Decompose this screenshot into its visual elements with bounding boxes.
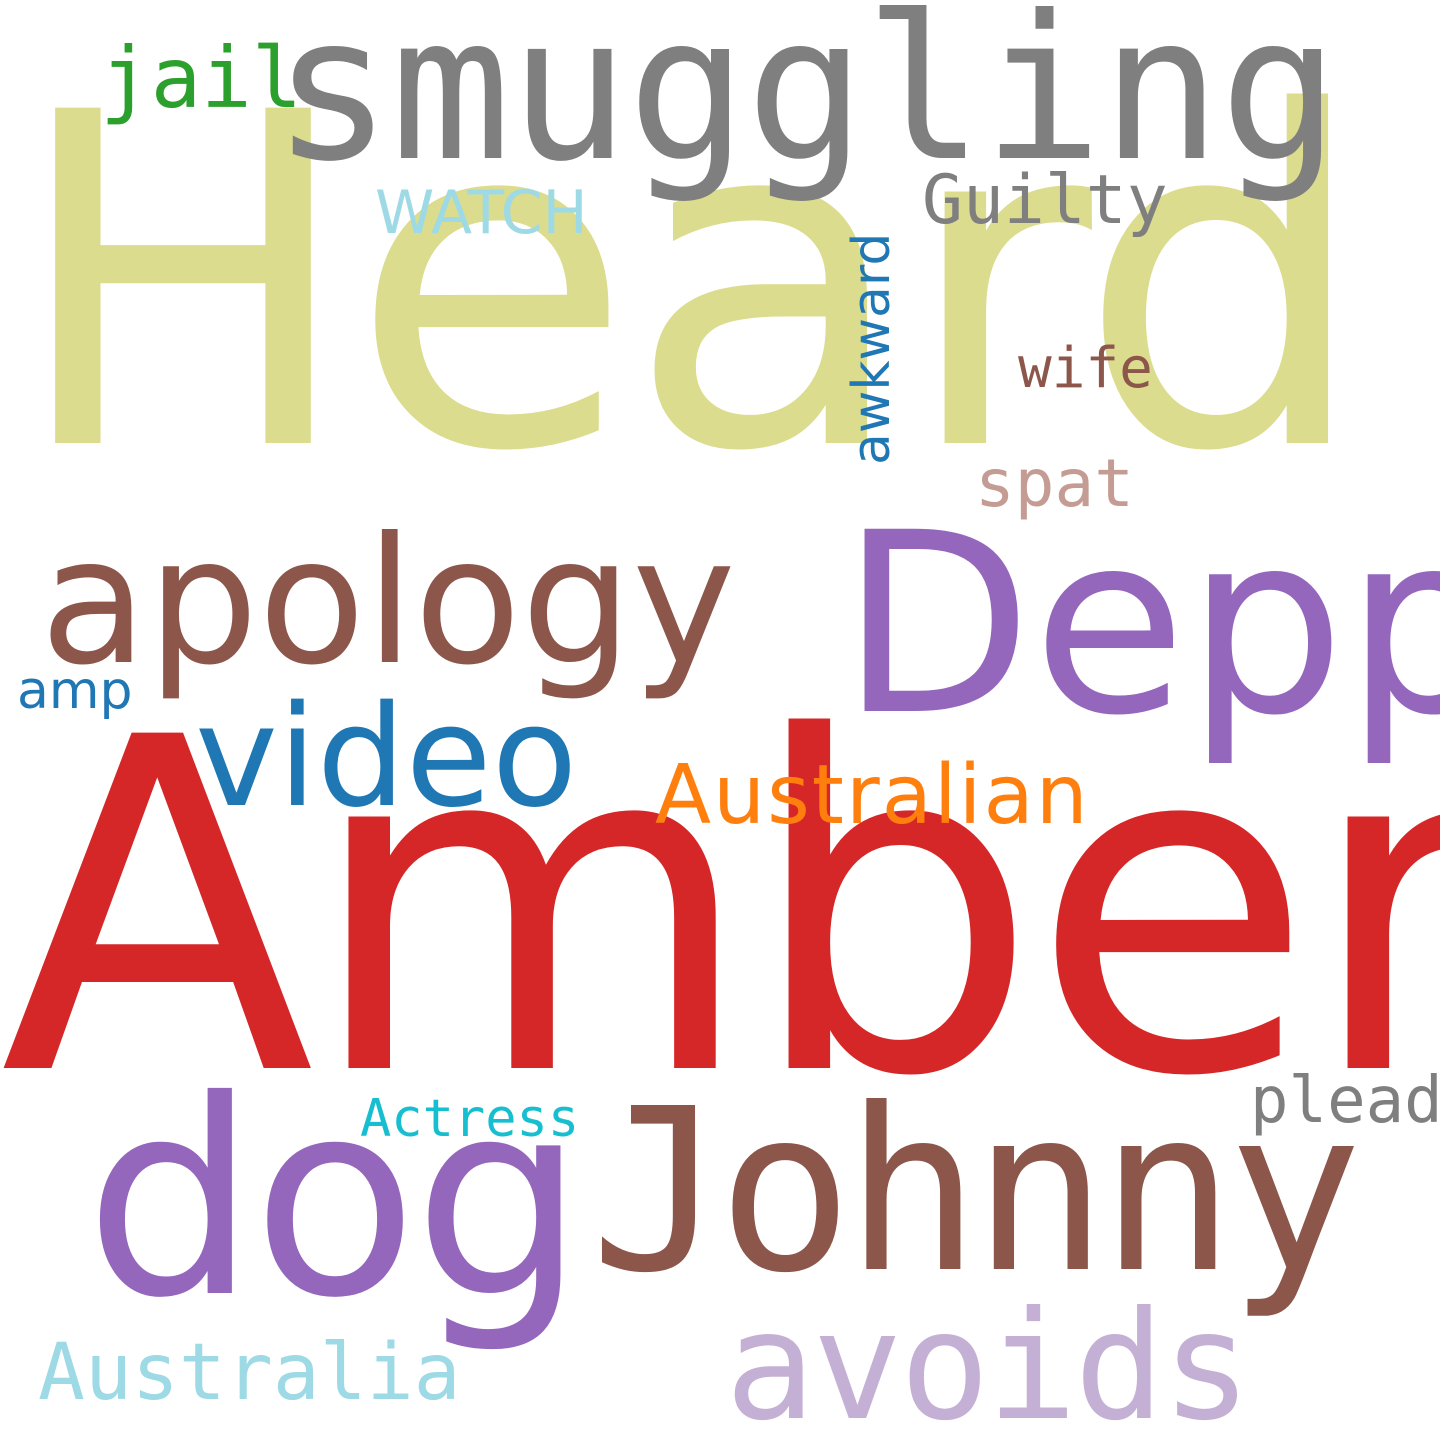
word-australia: Australia bbox=[38, 1328, 461, 1418]
word-depp: Depp bbox=[840, 479, 1440, 770]
word-video: video bbox=[195, 676, 578, 839]
word-guilty: Guilty bbox=[922, 161, 1168, 240]
word-wife: wife bbox=[1018, 336, 1153, 401]
word-australian: Australian bbox=[655, 748, 1090, 843]
word-jail: jail bbox=[100, 29, 303, 127]
word-spat: spat bbox=[975, 445, 1134, 522]
word-watch: WATCH bbox=[375, 178, 588, 248]
word-amp: amp bbox=[17, 661, 133, 721]
word-amber: Amber bbox=[0, 642, 1440, 1177]
word-johnny: Johnny bbox=[590, 1061, 1363, 1323]
word-avoids: avoids bbox=[725, 1280, 1252, 1440]
word-awkward: awkward bbox=[842, 232, 902, 465]
word-smuggling: smuggling bbox=[272, 0, 1340, 206]
word-dog: dog bbox=[85, 1042, 585, 1357]
word-actress: Actress bbox=[360, 1089, 580, 1149]
word-plead: plead bbox=[1250, 1064, 1440, 1138]
word-apology: apology bbox=[40, 501, 736, 704]
word-heard: Heard bbox=[10, 17, 1370, 552]
